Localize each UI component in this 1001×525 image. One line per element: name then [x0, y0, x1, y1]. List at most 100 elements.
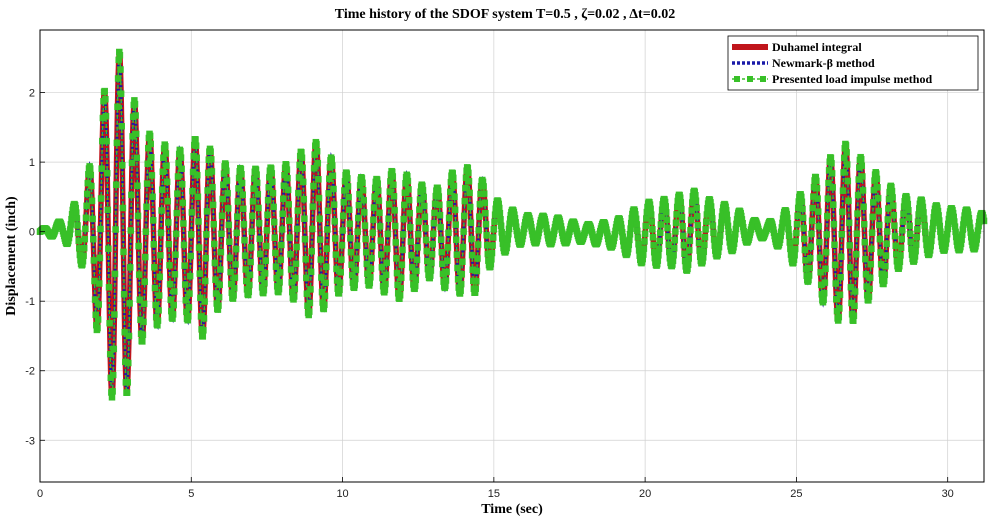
- load-impulse-marker: [832, 280, 839, 287]
- load-impulse-marker: [287, 266, 295, 273]
- load-impulse-marker: [317, 256, 325, 263]
- load-impulse-marker: [174, 173, 182, 180]
- load-impulse-marker: [882, 252, 890, 259]
- x-tick-label: 30: [942, 488, 954, 500]
- load-impulse-marker: [399, 231, 407, 238]
- load-impulse-marker: [928, 231, 936, 239]
- load-impulse-marker: [452, 221, 459, 228]
- load-impulse-marker: [799, 205, 806, 213]
- load-impulse-marker: [269, 189, 277, 197]
- load-impulse-marker: [245, 288, 253, 296]
- load-impulse-marker: [842, 142, 850, 149]
- load-impulse-marker: [694, 221, 702, 229]
- load-impulse-marker: [355, 201, 363, 209]
- load-impulse-marker: [143, 203, 150, 211]
- legend-label: Newmark-β method: [772, 56, 875, 70]
- load-impulse-marker: [656, 237, 663, 245]
- load-impulse-marker: [272, 249, 279, 257]
- load-impulse-marker: [290, 293, 298, 300]
- load-impulse-marker: [382, 271, 390, 278]
- load-impulse-marker: [128, 159, 136, 167]
- load-impulse-marker: [671, 236, 679, 244]
- x-tick-label: 25: [790, 488, 802, 500]
- load-impulse-marker: [710, 229, 717, 236]
- load-impulse-marker: [724, 216, 731, 224]
- load-impulse-marker: [163, 162, 170, 169]
- load-impulse-marker: [663, 216, 671, 224]
- load-impulse-marker: [657, 229, 664, 236]
- load-impulse-marker: [377, 237, 384, 244]
- load-impulse-marker: [825, 179, 832, 187]
- load-impulse-marker: [462, 184, 469, 192]
- load-impulse-marker: [685, 255, 692, 262]
- load-impulse-marker: [303, 274, 310, 282]
- load-impulse-marker: [103, 170, 111, 177]
- load-impulse-marker: [112, 226, 119, 233]
- load-impulse-marker: [170, 301, 177, 309]
- load-impulse-marker: [881, 271, 889, 279]
- load-impulse-marker: [333, 265, 340, 273]
- load-impulse-marker: [678, 205, 685, 213]
- load-impulse-marker: [876, 221, 883, 229]
- load-impulse-marker: [132, 130, 140, 138]
- y-tick-label: -1: [25, 296, 35, 308]
- load-impulse-marker: [308, 248, 315, 255]
- load-impulse-marker: [451, 193, 458, 201]
- load-impulse-marker: [870, 199, 877, 206]
- load-impulse-marker: [399, 246, 406, 254]
- load-impulse-marker: [483, 242, 491, 249]
- load-impulse-marker: [292, 274, 299, 282]
- load-impulse-marker: [482, 210, 489, 217]
- load-impulse-marker: [801, 246, 809, 254]
- load-impulse-marker: [352, 266, 360, 274]
- load-impulse-marker: [149, 193, 156, 201]
- load-impulse-marker: [246, 271, 254, 279]
- load-impulse-marker: [234, 198, 242, 205]
- load-impulse-marker: [374, 180, 381, 187]
- load-impulse-marker: [672, 228, 679, 235]
- load-impulse-marker: [285, 201, 292, 208]
- x-tick-label: 0: [37, 488, 43, 500]
- load-impulse-marker: [247, 244, 255, 251]
- x-tick-label: 20: [639, 488, 651, 500]
- load-impulse-marker: [362, 248, 370, 256]
- legend-marker-load-impulse: [734, 76, 740, 82]
- load-impulse-marker: [83, 190, 91, 198]
- load-impulse-marker: [253, 171, 260, 178]
- load-impulse-marker: [695, 231, 702, 238]
- load-impulse-marker: [329, 162, 336, 169]
- load-impulse-marker: [208, 168, 216, 175]
- load-impulse-marker: [165, 219, 172, 226]
- load-impulse-marker: [215, 302, 222, 309]
- load-impulse-marker: [376, 209, 383, 217]
- load-impulse-marker: [873, 175, 881, 183]
- load-impulse-marker: [295, 174, 303, 181]
- load-impulse-marker: [82, 225, 89, 233]
- load-impulse-marker: [386, 188, 394, 195]
- load-impulse-marker: [157, 252, 164, 259]
- load-impulse-marker: [383, 259, 390, 267]
- load-impulse-marker: [238, 171, 245, 178]
- load-impulse-marker: [475, 227, 482, 234]
- load-impulse-marker: [108, 394, 116, 401]
- load-impulse-marker: [309, 225, 316, 233]
- load-impulse-marker: [347, 248, 355, 256]
- load-impulse-marker: [626, 231, 634, 238]
- load-impulse-marker: [142, 253, 149, 261]
- load-impulse-marker: [798, 198, 806, 206]
- load-impulse-marker: [298, 149, 305, 156]
- load-impulse-marker: [472, 285, 479, 292]
- load-impulse-marker: [935, 217, 943, 224]
- load-impulse-marker: [204, 187, 211, 194]
- load-impulse-marker: [642, 222, 649, 230]
- load-impulse-marker: [215, 293, 223, 301]
- load-impulse-marker: [905, 214, 913, 221]
- load-impulse-marker: [806, 264, 813, 272]
- load-impulse-marker: [389, 173, 397, 180]
- load-impulse-marker: [453, 236, 460, 244]
- load-impulse-marker: [438, 248, 446, 256]
- load-impulse-marker: [224, 205, 232, 212]
- load-impulse-marker: [150, 241, 158, 248]
- load-impulse-marker: [830, 220, 838, 228]
- load-impulse-marker: [264, 211, 271, 219]
